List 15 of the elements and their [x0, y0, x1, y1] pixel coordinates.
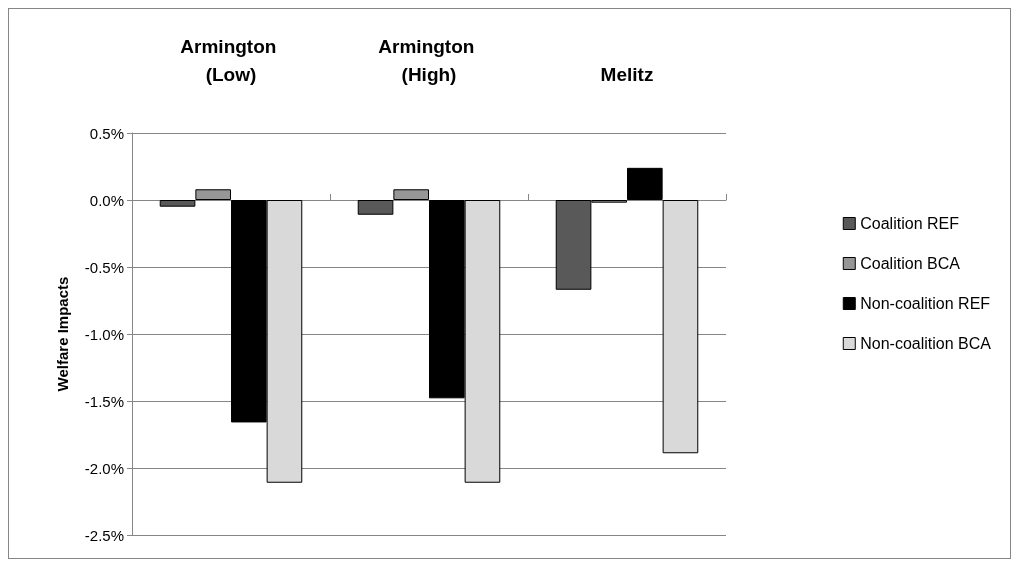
x-tick-label: Melitz: [600, 63, 654, 85]
y-tick-label: 0.0%: [89, 191, 124, 209]
y-tick-label: -1.0%: [84, 325, 124, 343]
legend-label: Coalition BCA: [860, 255, 961, 272]
y-tick-label: -1.5%: [84, 392, 124, 410]
y-tick-label: -2.5%: [84, 526, 124, 544]
legend-label: Coalition REF: [860, 215, 960, 232]
legend-label: Non-coalition BCA: [860, 335, 992, 352]
y-tick-label: -2.0%: [84, 459, 124, 477]
y-tick-label: -0.5%: [84, 258, 124, 276]
legend-label: Non-coalition REF: [860, 295, 991, 312]
y-tick-label: 0.5%: [89, 124, 124, 142]
x-tick-label: Armington (Low): [180, 35, 282, 85]
x-tick-label: Armington (High): [378, 35, 480, 85]
y-axis-title: Welfare Impacts: [54, 276, 71, 392]
